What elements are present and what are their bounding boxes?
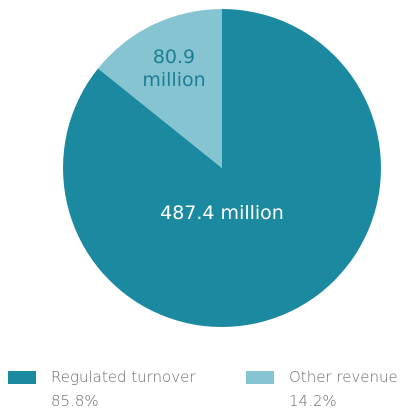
legend-swatch-regulated-turnover: [8, 371, 36, 384]
pie-slices: [62, 9, 381, 327]
slice-label-regulated-turnover: 487.4 million: [160, 202, 284, 224]
slice-label-other-revenue-line2: million: [142, 69, 205, 91]
slice-label-other-revenue-line1: 80.9: [153, 46, 195, 68]
legend-label-other-revenue: Other revenue: [289, 368, 398, 386]
legend-percent-regulated-turnover: 85.8%: [51, 392, 99, 410]
legend-swatch-other-revenue: [246, 371, 274, 384]
legend-percent-other-revenue: 14.2%: [289, 392, 337, 410]
pie-slice-other-revenue: [98, 9, 222, 168]
chart-legend: Regulated turnover 85.8% Other revenue 1…: [8, 368, 408, 412]
legend-label-regulated-turnover: Regulated turnover: [51, 368, 196, 386]
